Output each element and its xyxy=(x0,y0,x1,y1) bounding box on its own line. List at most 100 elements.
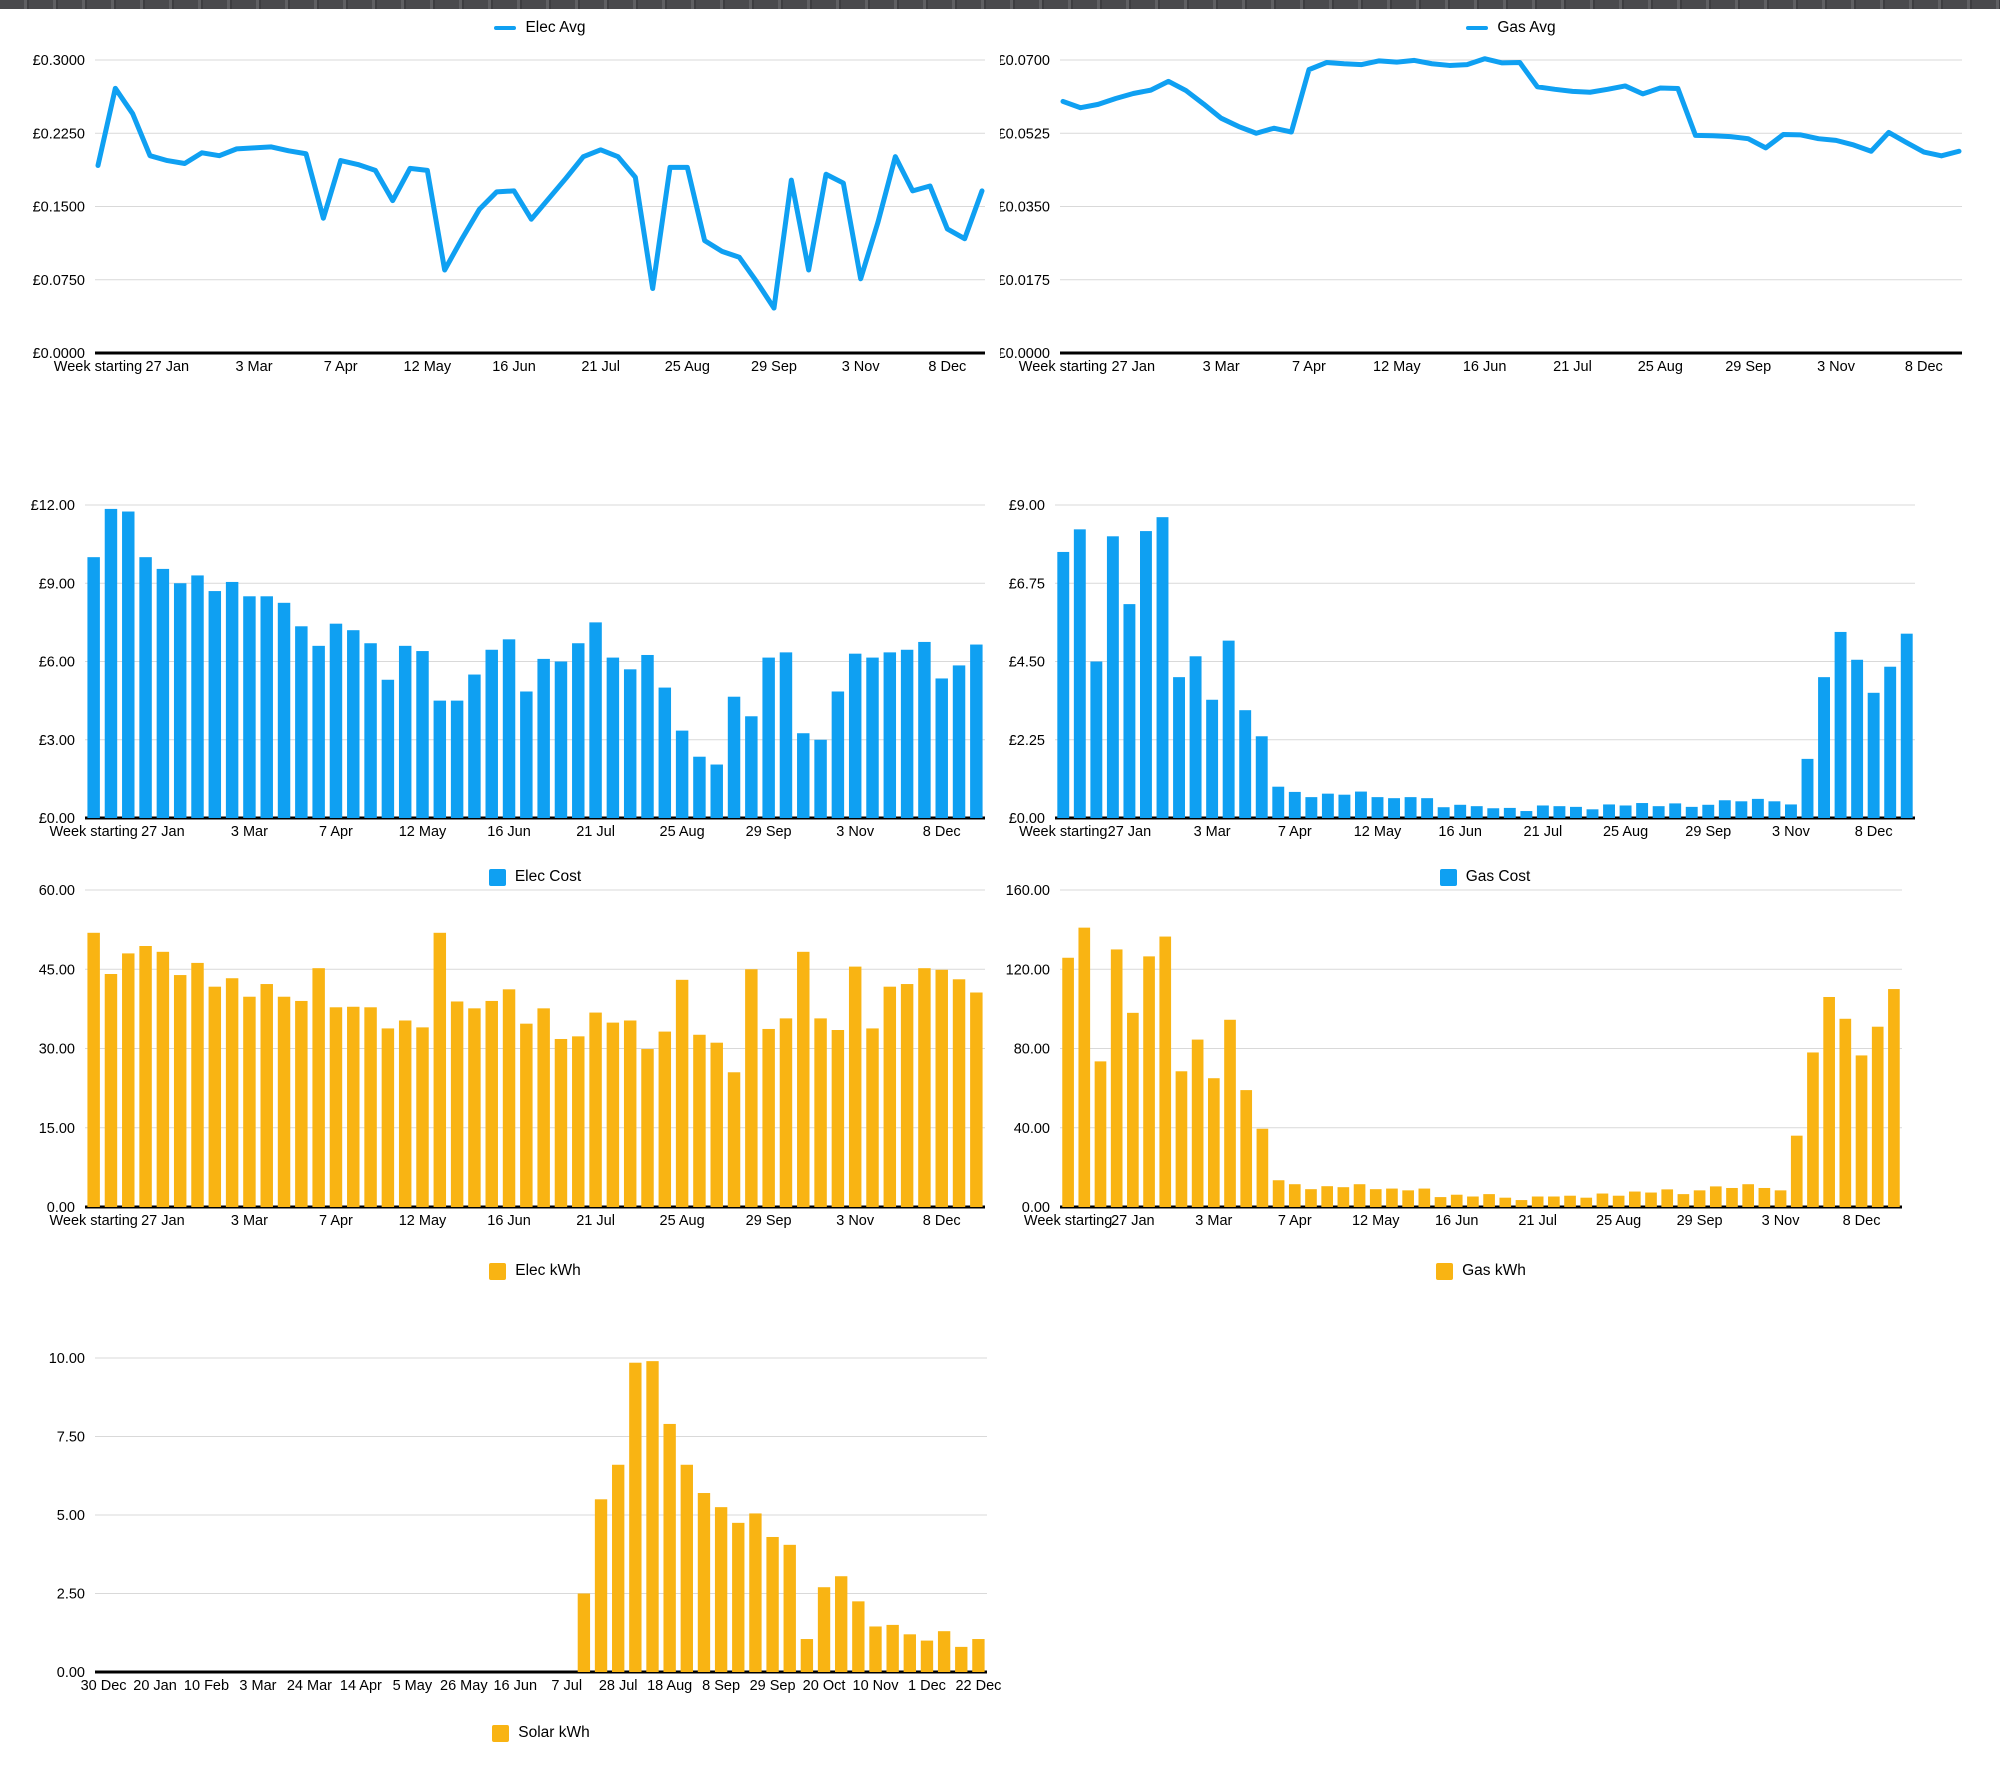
svg-text:27 Jan: 27 Jan xyxy=(1112,359,1156,375)
svg-text:20 Oct: 20 Oct xyxy=(803,1678,846,1694)
legend-gas-cost: Gas Cost xyxy=(1055,868,1915,886)
svg-text:28 Jul: 28 Jul xyxy=(599,1678,638,1694)
bar-series-swatch xyxy=(492,1724,510,1742)
svg-text:12 May: 12 May xyxy=(399,824,447,840)
svg-text:16 Jun: 16 Jun xyxy=(492,359,536,375)
chart-elec-avg: £0.3000 £0.2250 £0.1500 £0.0750 £0.0000 Week … xyxy=(0,9,1000,449)
svg-text:12 May: 12 May xyxy=(1352,1213,1400,1229)
svg-text:40.00: 40.00 xyxy=(1014,1121,1050,1137)
svg-text:5 May: 5 May xyxy=(393,1678,433,1694)
svg-text:30 Dec: 30 Dec xyxy=(81,1678,127,1694)
svg-text:24 Mar: 24 Mar xyxy=(287,1678,332,1694)
svg-text:16 Jun: 16 Jun xyxy=(493,1678,537,1694)
svg-text:7 Apr: 7 Apr xyxy=(319,1213,353,1229)
svg-text:0.00: 0.00 xyxy=(57,1665,85,1681)
svg-text:8 Dec: 8 Dec xyxy=(923,1213,961,1229)
chart-elec-kwh: 60.00 45.00 30.00 15.00 0.00 Week starting 27 … xyxy=(0,862,1000,1300)
svg-text:Week starting: Week starting xyxy=(1019,824,1107,840)
svg-text:26 May: 26 May xyxy=(440,1678,488,1694)
svg-text:7 Jul: 7 Jul xyxy=(551,1678,582,1694)
svg-text:£2.25: £2.25 xyxy=(1009,733,1045,749)
svg-text:80.00: 80.00 xyxy=(1014,1042,1050,1058)
svg-text:16 Jun: 16 Jun xyxy=(487,824,531,840)
chart-gas-cost: £9.00 £6.75 £4.50 £2.25 £0.00 Week starting 27… xyxy=(1000,478,2000,900)
svg-text:12 May: 12 May xyxy=(399,1213,447,1229)
svg-text:1 Dec: 1 Dec xyxy=(908,1678,946,1694)
svg-text:£0.0525: £0.0525 xyxy=(1000,126,1050,142)
svg-text:10 Feb: 10 Feb xyxy=(184,1678,229,1694)
svg-text:3 Nov: 3 Nov xyxy=(836,824,875,840)
svg-text:3 Nov: 3 Nov xyxy=(842,359,881,375)
spreadsheet-edge-strip xyxy=(0,0,2000,9)
svg-text:15.00: 15.00 xyxy=(39,1121,75,1137)
svg-text:10.00: 10.00 xyxy=(49,1351,85,1367)
svg-text:25 Aug: 25 Aug xyxy=(1638,359,1683,375)
legend-label: Gas Avg xyxy=(1497,19,1556,36)
svg-text:Week starting: Week starting xyxy=(49,1213,137,1229)
svg-text:Week starting: Week starting xyxy=(54,359,142,375)
svg-text:25 Aug: 25 Aug xyxy=(660,824,705,840)
legend-elec-kwh: Elec kWh xyxy=(85,1262,985,1280)
svg-text:29 Sep: 29 Sep xyxy=(750,1678,796,1694)
svg-text:29 Sep: 29 Sep xyxy=(1685,824,1731,840)
svg-text:25 Aug: 25 Aug xyxy=(1603,824,1648,840)
svg-text:7 Apr: 7 Apr xyxy=(319,824,353,840)
svg-text:8 Sep: 8 Sep xyxy=(702,1678,740,1694)
bar-series-swatch xyxy=(1436,1262,1454,1280)
line-series-marker xyxy=(494,26,517,30)
svg-text:£0.3000: £0.3000 xyxy=(33,53,85,69)
chart-gas-kwh: 160.00 120.00 80.00 40.00 0.00 Week starting 2… xyxy=(1000,862,2000,1300)
svg-text:7 Apr: 7 Apr xyxy=(1278,1213,1312,1229)
svg-text:3 Mar: 3 Mar xyxy=(1203,359,1240,375)
gas-avg-plot: £0.0700 £0.0525 £0.0350 £0.0175 £0.0000Week … xyxy=(1000,53,1962,375)
svg-text:22 Dec: 22 Dec xyxy=(955,1678,1001,1694)
legend-solar-kwh: Solar kWh xyxy=(95,1724,987,1742)
svg-text:25 Aug: 25 Aug xyxy=(660,1213,705,1229)
svg-text:3 Mar: 3 Mar xyxy=(235,359,272,375)
svg-text:16 Jun: 16 Jun xyxy=(487,1213,531,1229)
svg-text:2.50: 2.50 xyxy=(57,1587,85,1603)
legend-label: Solar kWh xyxy=(518,1724,590,1741)
svg-text:30.00: 30.00 xyxy=(39,1042,75,1058)
svg-text:21 Jul: 21 Jul xyxy=(576,1213,615,1229)
legend-label: Elec kWh xyxy=(515,1262,581,1279)
svg-text:3 Mar: 3 Mar xyxy=(1195,1213,1232,1229)
svg-text:25 Aug: 25 Aug xyxy=(665,359,710,375)
svg-text:14 Apr: 14 Apr xyxy=(340,1678,382,1694)
svg-text:Week starting: Week starting xyxy=(1024,1213,1112,1229)
svg-text:21 Jul: 21 Jul xyxy=(581,359,620,375)
svg-text:27 Jan: 27 Jan xyxy=(146,359,190,375)
legend-elec-avg: Elec Avg xyxy=(95,19,985,37)
legend-gas-avg: Gas Avg xyxy=(1060,19,1962,37)
svg-text:3 Nov: 3 Nov xyxy=(1772,824,1811,840)
svg-text:27 Jan: 27 Jan xyxy=(141,1213,185,1229)
legend-label: Elec Cost xyxy=(514,868,582,885)
svg-text:8 Dec: 8 Dec xyxy=(1855,824,1893,840)
svg-text:27 Jan: 27 Jan xyxy=(141,824,185,840)
svg-text:45.00: 45.00 xyxy=(39,962,75,978)
svg-text:£0.1500: £0.1500 xyxy=(33,200,85,216)
legend-label: Elec Avg xyxy=(525,19,586,36)
svg-text:12 May: 12 May xyxy=(1373,359,1421,375)
svg-text:£9.00: £9.00 xyxy=(1009,498,1045,514)
svg-text:16 Jun: 16 Jun xyxy=(1435,1213,1479,1229)
svg-text:3 Mar: 3 Mar xyxy=(239,1678,276,1694)
bar-series-swatch xyxy=(1439,868,1457,886)
svg-text:3 Mar: 3 Mar xyxy=(1194,824,1231,840)
svg-text:20 Jan: 20 Jan xyxy=(133,1678,177,1694)
svg-text:Week starting: Week starting xyxy=(49,824,137,840)
svg-text:29 Sep: 29 Sep xyxy=(1725,359,1771,375)
svg-text:£9.00: £9.00 xyxy=(39,576,75,592)
svg-text:3 Nov: 3 Nov xyxy=(1762,1213,1801,1229)
svg-text:£0.0750: £0.0750 xyxy=(33,273,85,289)
chart-solar-kwh: 10.00 7.50 5.00 2.50 0.00 30 Dec 20 Jan 10 Feb 3… xyxy=(0,1330,1010,1762)
svg-text:16 Jun: 16 Jun xyxy=(1463,359,1507,375)
svg-text:27 Jan: 27 Jan xyxy=(1108,824,1152,840)
svg-text:12 May: 12 May xyxy=(404,359,452,375)
svg-text:£0.00: £0.00 xyxy=(39,811,75,827)
svg-text:£0.0700: £0.0700 xyxy=(1000,53,1050,69)
svg-text:29 Sep: 29 Sep xyxy=(746,1213,792,1229)
